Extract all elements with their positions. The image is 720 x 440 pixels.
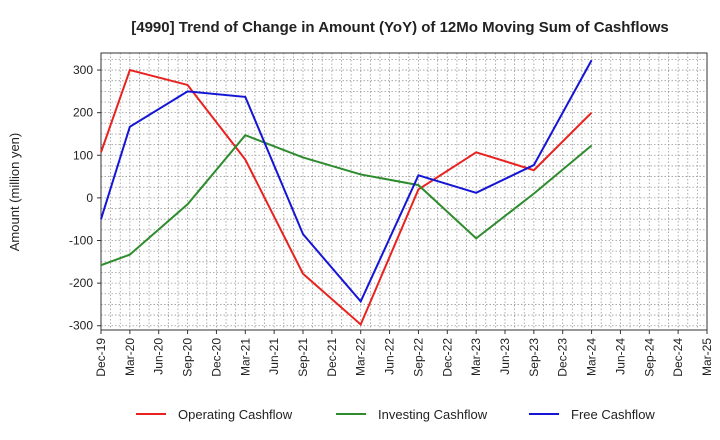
series-line-investing-cashflow [100,134,593,267]
y-tick-label: -300 [69,319,93,333]
y-tick-label: -100 [69,234,93,248]
legend-label-free-cashflow: Free Cashflow [571,407,655,422]
x-tick-label: Mar-24 [585,338,599,376]
x-tick-label: Dec-21 [325,338,339,377]
x-tick-label: Mar-23 [469,338,483,376]
x-tick-label: Dec-24 [671,338,685,377]
x-tick-label: Mar-22 [354,338,368,376]
legend-label-investing-cashflow: Investing Cashflow [378,407,488,422]
legend: Operating Cashflow Investing Cashflow Free… [136,407,655,422]
y-axis-label: Amount (million yen) [7,133,22,252]
y-tick-label: 200 [73,106,93,120]
x-tick-label: Jun-23 [498,338,512,375]
x-tick-label: Dec-23 [556,338,570,377]
x-tick-label: Dec-20 [209,338,223,377]
x-tick-label: Dec-22 [440,338,454,377]
x-tick-label: Mar-21 [238,338,252,376]
x-tick-label: Sep-24 [642,338,656,377]
y-tick-label: 0 [86,191,93,205]
x-tick-label: Sep-22 [411,338,425,377]
x-tick-label: Sep-20 [181,338,195,377]
x-tick-label: Sep-23 [527,338,541,377]
x-tick-label: Dec-19 [94,338,108,377]
series-line-free-cashflow [100,59,593,304]
y-tick-label: 100 [73,148,93,162]
x-tick-label: Jun-20 [152,338,166,375]
x-tick-label: Jun-21 [267,338,281,375]
chart-title: [4990] Trend of Change in Amount (YoY) o… [131,19,669,36]
x-tick-label: Mar-25 [700,338,714,376]
series-line-operating-cashflow [100,68,593,327]
legend-label-operating-cashflow: Operating Cashflow [178,407,293,422]
x-tick-label: Jun-22 [383,338,397,375]
y-tick-label: 300 [73,63,93,77]
x-tick-label: Sep-21 [296,338,310,377]
y-tick-label: -200 [69,276,93,290]
x-tick-label: Jun-24 [613,338,627,375]
plot-frame [100,52,708,331]
x-tick-label: Mar-20 [123,338,137,376]
